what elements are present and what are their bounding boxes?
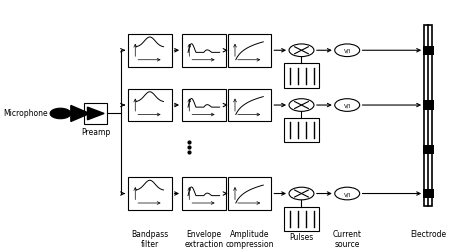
Bar [284,119,319,143]
Text: Preamp: Preamp [81,128,110,137]
Circle shape [335,45,360,57]
Bar [128,177,171,210]
Text: Bandpass
filter: Bandpass filter [131,229,168,248]
Text: Current
source: Current source [333,229,362,248]
Circle shape [289,187,314,200]
Bar [84,104,107,124]
Text: Electrode: Electrode [410,229,446,238]
Bar [128,35,171,67]
Text: V/I: V/I [344,49,351,53]
Circle shape [289,45,314,57]
Bar [423,145,434,154]
Circle shape [335,99,360,112]
Circle shape [289,99,314,112]
Bar [424,26,432,206]
Text: Pulses: Pulses [289,232,314,241]
Polygon shape [71,106,90,122]
Circle shape [50,109,71,119]
Bar [182,177,225,210]
Bar [182,35,225,67]
Bar [284,64,319,88]
Text: Amplitude
compression: Amplitude compression [225,229,274,248]
Polygon shape [87,108,104,120]
Text: Envelope
extraction: Envelope extraction [184,229,223,248]
Text: V/I: V/I [344,191,351,196]
Bar [423,46,434,56]
Bar [228,35,271,67]
Bar [423,101,434,110]
Bar [284,207,319,231]
Text: Microphone: Microphone [3,108,48,117]
Circle shape [335,187,360,200]
Text: V/I: V/I [344,103,351,108]
Bar [228,89,271,122]
Bar [182,89,225,122]
Bar [228,177,271,210]
Bar [128,89,171,122]
Bar [423,189,434,198]
